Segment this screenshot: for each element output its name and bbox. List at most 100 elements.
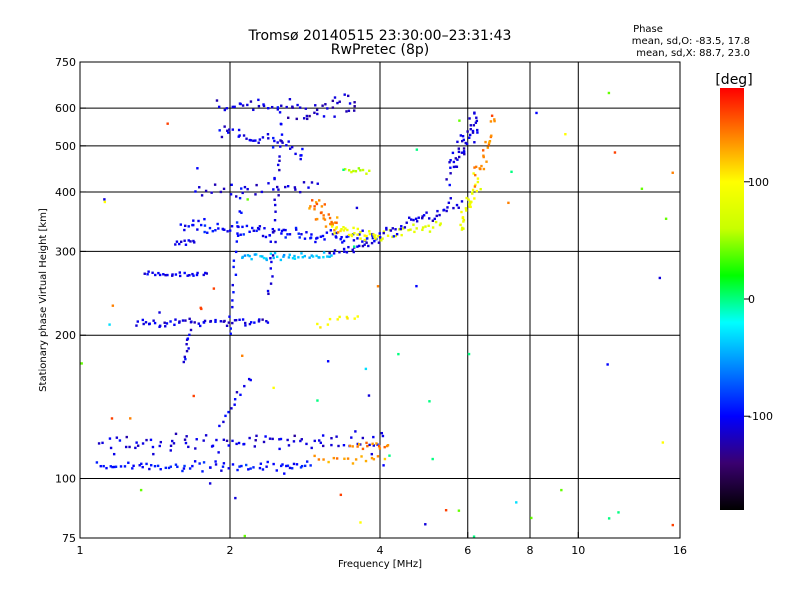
- trace-point: [235, 240, 239, 243]
- trace-point: [187, 445, 190, 449]
- trace-point: [204, 189, 208, 193]
- x-tick-label: 10: [571, 544, 585, 557]
- trace-point: [421, 215, 424, 218]
- chart-subtitle: RwPretec (8p): [331, 42, 429, 58]
- colorbar-tick-label: -100: [748, 410, 773, 423]
- trace-point: [346, 457, 350, 460]
- scatter-point: [431, 457, 434, 461]
- trace-point: [449, 166, 452, 169]
- trace-point: [325, 231, 329, 234]
- y-axis-label: Stationary phase Virtual Height [km]: [38, 208, 49, 392]
- trace-point: [335, 457, 339, 460]
- trace-point: [114, 465, 118, 468]
- trace-point: [285, 105, 288, 109]
- scatter-point: [397, 352, 400, 356]
- trace-point: [316, 236, 319, 240]
- trace-point: [128, 445, 131, 449]
- trace-point: [97, 442, 101, 445]
- trace-point: [159, 467, 162, 471]
- trace-point: [298, 236, 301, 239]
- trace-point: [245, 137, 248, 140]
- trace-point: [213, 183, 217, 186]
- trace-point: [329, 229, 333, 232]
- trace-point: [449, 172, 452, 175]
- trace-point: [169, 465, 173, 468]
- trace-point: [232, 259, 236, 262]
- trace-point: [476, 177, 480, 180]
- trace-point: [371, 442, 374, 445]
- trace-point: [156, 464, 160, 468]
- trace-point: [148, 467, 151, 471]
- colorbar: [720, 88, 744, 510]
- trace-point: [248, 322, 252, 326]
- trace-point: [199, 324, 202, 328]
- trace-point: [400, 233, 403, 237]
- trace-point: [254, 253, 258, 256]
- trace-point: [173, 323, 176, 327]
- trace-point: [365, 441, 368, 445]
- trace-point: [277, 228, 281, 231]
- trace-point: [196, 228, 199, 231]
- trace-point: [445, 178, 448, 181]
- trace-point: [298, 190, 302, 194]
- trace-point: [169, 444, 173, 448]
- trace-point: [184, 441, 188, 445]
- trace-point: [385, 226, 388, 230]
- trace-point: [229, 332, 232, 335]
- trace-point: [230, 225, 234, 228]
- trace-point: [250, 257, 253, 261]
- trace-point: [187, 347, 190, 350]
- trace-point: [307, 186, 310, 189]
- trace-point: [460, 210, 463, 214]
- trace-point: [261, 234, 265, 238]
- trace-point: [358, 244, 361, 248]
- trace-point: [452, 160, 456, 164]
- trace-point: [323, 238, 326, 241]
- trace-point: [163, 321, 166, 324]
- trace-point: [470, 191, 474, 194]
- trace-point: [286, 185, 290, 188]
- trace-point: [363, 238, 366, 242]
- trace-point: [257, 227, 261, 231]
- trace-point: [367, 244, 370, 248]
- trace-point: [338, 315, 341, 319]
- trace-point: [280, 139, 283, 143]
- trace-point: [361, 447, 365, 451]
- trace-point: [226, 230, 229, 233]
- trace-point: [265, 257, 268, 260]
- trace-point: [330, 254, 333, 257]
- scatter-point: [196, 167, 199, 170]
- trace-point: [223, 108, 227, 112]
- trace-point: [339, 237, 342, 241]
- trace-point: [300, 233, 303, 236]
- trace-point: [309, 237, 312, 240]
- trace-point: [309, 205, 312, 208]
- trace-point: [380, 431, 384, 435]
- trace-point: [278, 155, 281, 158]
- trace-point: [365, 172, 368, 175]
- trace-point: [327, 213, 330, 216]
- phase-line-o: mean, sd,O: -83.5, 17.8: [632, 36, 750, 47]
- trace-point: [282, 228, 285, 232]
- trace-point: [310, 446, 313, 450]
- trace-point: [336, 318, 339, 321]
- trace-point: [475, 116, 478, 119]
- trace-point: [305, 114, 309, 118]
- trace-point: [318, 199, 321, 202]
- trace-point: [196, 271, 199, 275]
- trace-point: [274, 203, 277, 207]
- scatter-point: [283, 472, 286, 475]
- trace-point: [179, 240, 183, 243]
- trace-point: [254, 139, 257, 142]
- trace-point: [452, 165, 456, 169]
- trace-point: [413, 230, 416, 234]
- trace-point: [386, 234, 390, 237]
- trace-point: [268, 234, 272, 237]
- trace-point: [144, 321, 148, 324]
- trace-point: [234, 318, 238, 322]
- trace-point: [273, 139, 276, 143]
- scatter-point: [457, 509, 461, 512]
- trace-point: [370, 456, 374, 460]
- trace-point: [336, 216, 339, 219]
- trace-point: [278, 438, 281, 441]
